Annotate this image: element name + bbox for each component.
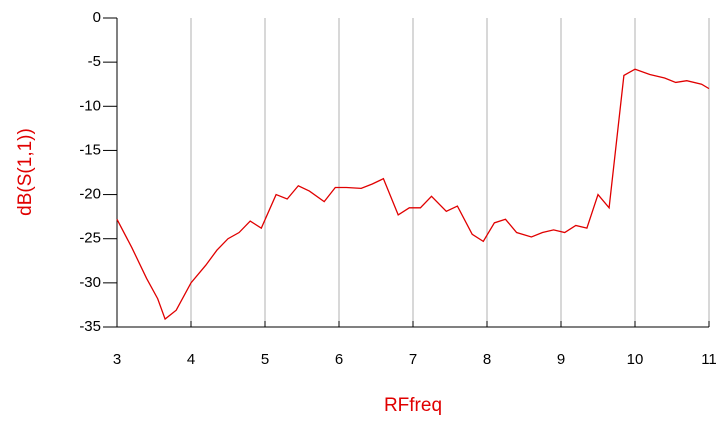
x-tick-label: 6 bbox=[335, 351, 343, 368]
y-tick-label: -15 bbox=[79, 141, 101, 158]
x-tick-label: 3 bbox=[113, 351, 121, 368]
x-tick-label: 4 bbox=[187, 351, 195, 368]
y-tick-label: 0 bbox=[93, 9, 101, 26]
x-axis-title: RFfreq bbox=[384, 395, 442, 416]
y-axis-title: dB(S(1,1)) bbox=[15, 128, 36, 216]
x-tick-label: 11 bbox=[701, 351, 717, 368]
x-tick-label: 7 bbox=[409, 351, 417, 368]
y-tick-label: -20 bbox=[79, 186, 101, 203]
y-tick-label: -25 bbox=[79, 230, 101, 247]
y-tick-label: -5 bbox=[88, 53, 101, 70]
y-tick-label: -30 bbox=[79, 274, 101, 291]
x-tick-label: 9 bbox=[557, 351, 565, 368]
y-tick-label: -10 bbox=[79, 97, 101, 114]
x-tick-label: 5 bbox=[261, 351, 269, 368]
x-tick-label: 10 bbox=[627, 351, 644, 368]
x-tick-label: 8 bbox=[483, 351, 491, 368]
data-line bbox=[116, 68, 710, 321]
y-tick-label: -35 bbox=[79, 318, 101, 335]
